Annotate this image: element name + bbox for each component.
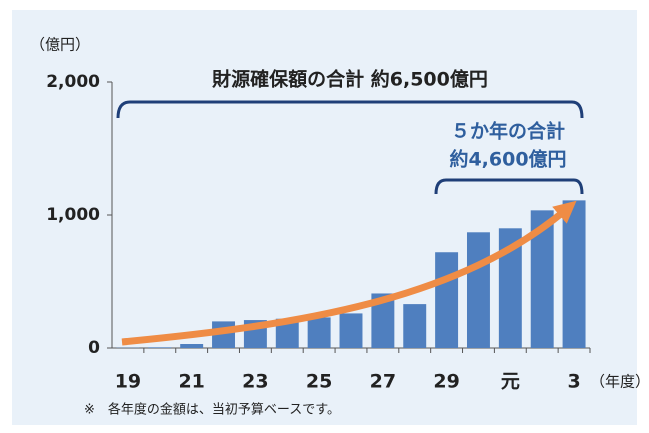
y-tick-label: 1,000 [46, 205, 100, 225]
x-tick-label: 21 [178, 371, 204, 393]
annotation-five: ５か年の合計 [451, 120, 565, 143]
y-tick-label: 0 [88, 338, 100, 358]
trend-arrow [121, 200, 577, 346]
bar [498, 228, 522, 348]
x-tick-label: 3 [567, 371, 580, 393]
brace [434, 178, 584, 195]
unit-label: （億円） [30, 36, 90, 54]
x-tick-label: 27 [370, 371, 396, 393]
x-tick-label: 23 [242, 371, 268, 393]
brace [116, 100, 584, 119]
bar [307, 317, 331, 348]
x-tick-label: 19 [115, 371, 141, 393]
bar [403, 304, 427, 348]
bar [466, 232, 490, 348]
bar [562, 200, 586, 348]
bar [371, 293, 395, 348]
x-tick-label: 25 [306, 371, 332, 393]
x-tick-label: 29 [433, 371, 459, 393]
bar [275, 318, 299, 348]
x-unit-label: （年度） [590, 373, 649, 391]
bar [530, 210, 554, 348]
annotation-five: 約4,600億円 [449, 148, 566, 171]
bar [148, 347, 172, 348]
bar [339, 313, 363, 348]
bar [435, 252, 459, 348]
note: ※ 各年度の金額は、当初予算ベースです。 [84, 402, 340, 418]
annotation-total: 財源確保額の合計 約6,500億円 [212, 68, 488, 91]
y-tick-label: 2,000 [46, 72, 100, 92]
bar [180, 344, 204, 348]
x-tick-label: 元 [501, 371, 520, 393]
